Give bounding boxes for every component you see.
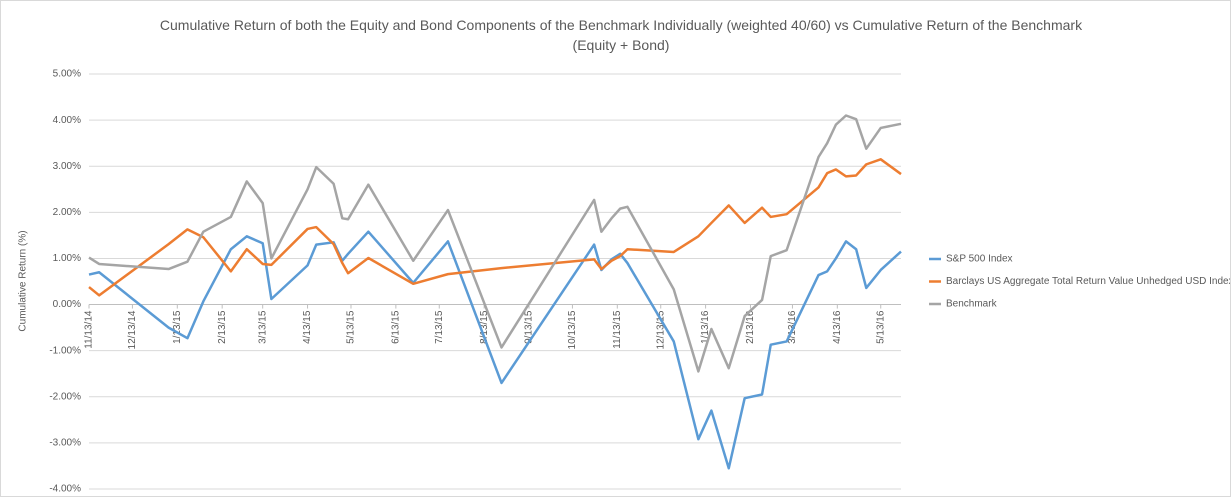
x-tick-label: 3/13/15 — [257, 310, 268, 344]
y-tick-label: 5.00% — [53, 69, 81, 80]
x-tick-label: 12/13/14 — [127, 310, 138, 349]
legend-label: Benchmark — [946, 299, 998, 310]
y-tick-label: 2.00% — [53, 207, 81, 218]
y-tick-label: 3.00% — [53, 161, 81, 172]
series-line — [88, 114, 902, 373]
series-line — [88, 230, 902, 470]
y-tick-label: -2.00% — [49, 391, 81, 402]
x-tick-label: 8/13/15 — [479, 310, 490, 344]
x-tick-label: 6/13/15 — [390, 310, 401, 344]
x-tick-label: 11/13/15 — [612, 310, 623, 349]
x-tick-label: 5/13/16 — [875, 310, 886, 344]
x-tick-label: 1/13/15 — [172, 310, 183, 344]
x-tick-label: 10/13/15 — [567, 310, 578, 349]
y-tick-label: -3.00% — [49, 438, 81, 449]
y-tick-label: 4.00% — [53, 115, 81, 126]
x-tick-label: 1/13/16 — [700, 310, 711, 344]
x-tick-label: 4/13/15 — [302, 310, 313, 344]
x-tick-label: 5/13/15 — [346, 310, 357, 344]
y-tick-label: 1.00% — [53, 253, 81, 264]
legend-label: S&P 500 Index — [946, 254, 1013, 265]
y-tick-label: -1.00% — [49, 345, 81, 356]
series-line — [88, 158, 902, 297]
x-tick-label: 4/13/16 — [832, 310, 843, 344]
x-tick-label: 2/13/16 — [745, 310, 756, 344]
x-tick-label: 12/13/15 — [655, 310, 666, 349]
legend-label: Barclays US Aggregate Total Return Value… — [946, 276, 1230, 287]
y-axis-title: Cumulative Return (%) — [18, 230, 29, 331]
x-tick-label: 7/13/15 — [434, 310, 445, 344]
x-tick-label: 11/13/14 — [84, 310, 95, 349]
y-tick-label: -4.00% — [49, 484, 81, 495]
chart-title: Cumulative Return of both the Equity and… — [159, 17, 1083, 53]
x-tick-label: 2/13/15 — [217, 310, 228, 344]
x-tick-label: 9/13/15 — [524, 310, 535, 344]
y-tick-label: 0.00% — [53, 299, 81, 310]
